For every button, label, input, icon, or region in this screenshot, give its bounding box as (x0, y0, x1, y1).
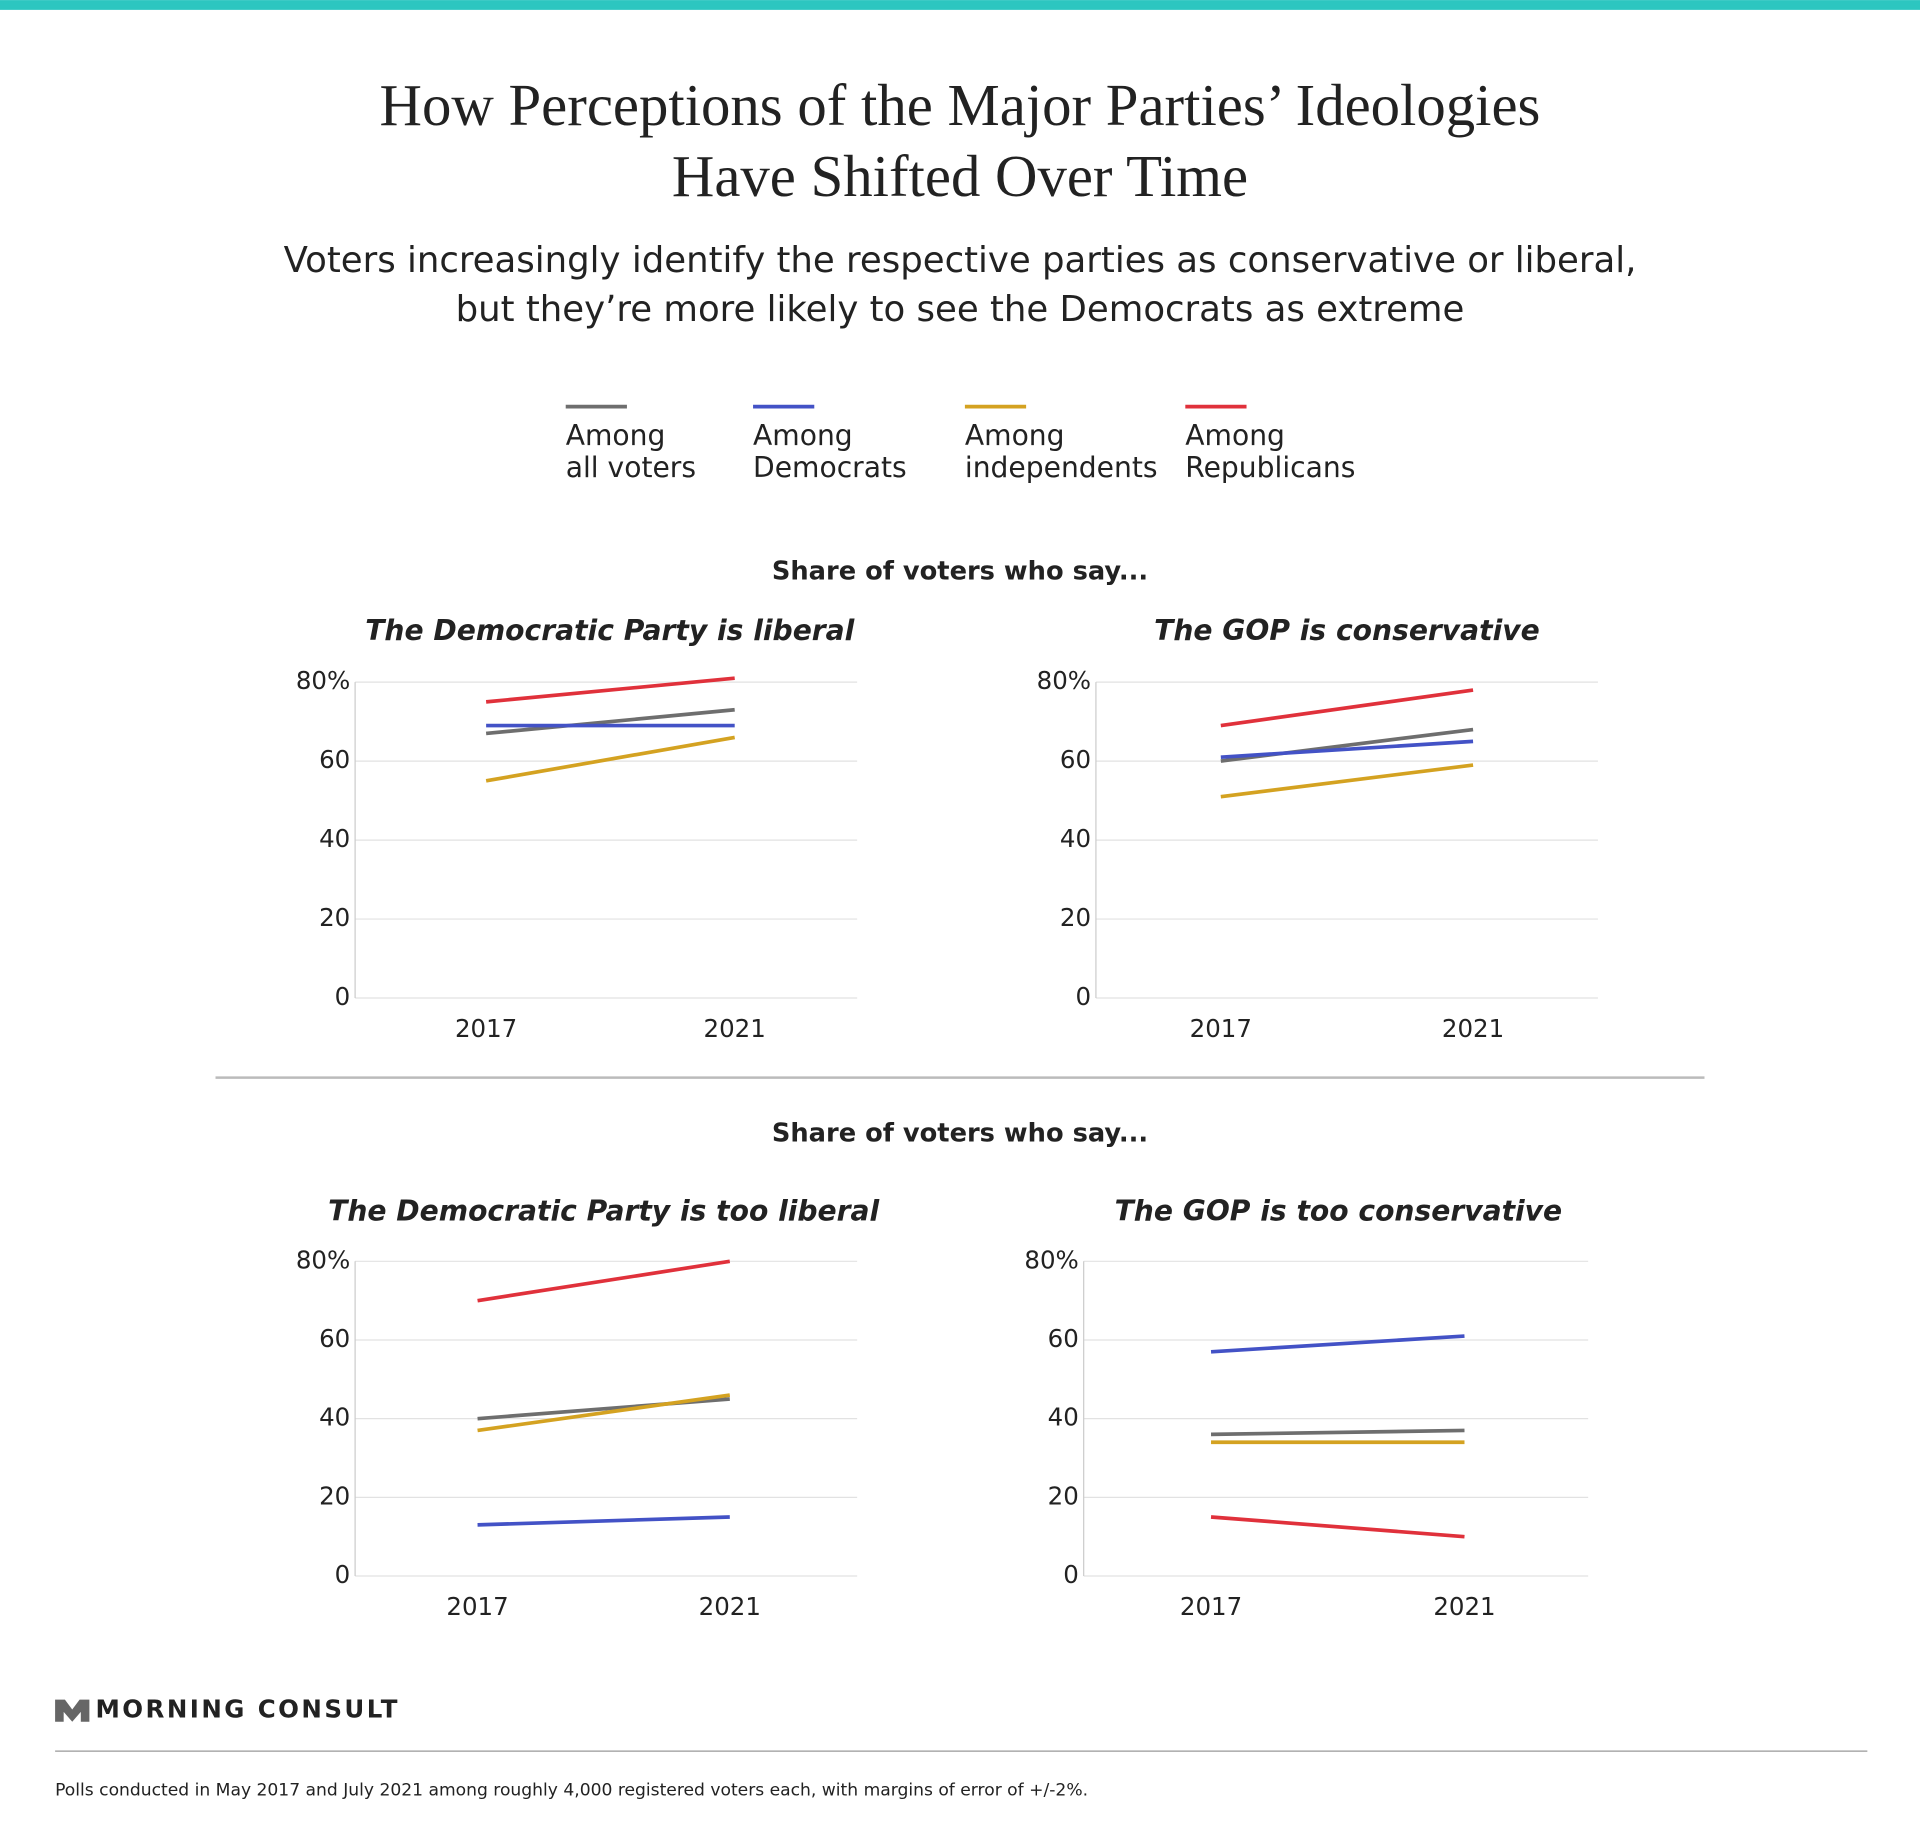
legend-label: Among (753, 419, 853, 452)
footnote: Polls conducted in May 2017 and July 202… (55, 1780, 1088, 1800)
y-tick-label: 20 (319, 1481, 350, 1510)
y-tick-label: 20 (1048, 1481, 1079, 1510)
y-tick-label: 20 (319, 903, 350, 932)
y-tick-label: 60 (319, 745, 350, 774)
chart-title: The Democratic Party is liberal (365, 614, 854, 647)
y-tick-label: 40 (319, 824, 350, 853)
series-line (485, 707, 735, 736)
x-tick-label: 2017 (455, 1014, 517, 1043)
logo (55, 1699, 90, 1722)
series-line (1220, 763, 1474, 799)
y-tick-label: 80% (296, 1245, 350, 1274)
y-tick-label: 0 (1075, 982, 1091, 1011)
x-tick-label: 2021 (1442, 1014, 1504, 1043)
section-heading: Share of voters who say... (772, 1118, 1148, 1148)
y-tick-label: 80% (1037, 666, 1091, 695)
top-bar (0, 0, 1920, 10)
y-tick-label: 0 (335, 982, 351, 1011)
series-line (477, 1259, 731, 1303)
brand: MORNING CONSULT (96, 1695, 400, 1724)
legend-label: independents (965, 451, 1158, 484)
legend-label: Among (965, 419, 1065, 452)
subtitle-line: but they’re more likely to see the Democ… (456, 289, 1465, 330)
series-line (1210, 1428, 1465, 1437)
y-tick-label: 40 (1048, 1403, 1079, 1432)
section-heading: Share of voters who say... (772, 556, 1148, 586)
x-tick-label: 2017 (1180, 1592, 1242, 1621)
series-line (1220, 739, 1474, 759)
y-tick-label: 20 (1060, 903, 1091, 932)
series-line (485, 735, 736, 783)
x-tick-label: 2021 (704, 1014, 766, 1043)
x-tick-label: 2021 (699, 1592, 761, 1621)
chart-title: The GOP is too conservative (1115, 1194, 1563, 1227)
y-tick-label: 0 (1063, 1560, 1079, 1589)
series-line (485, 676, 735, 704)
y-tick-label: 80% (1024, 1245, 1078, 1274)
y-tick-label: 40 (1060, 824, 1091, 853)
series-line (1210, 1334, 1465, 1354)
legend-label: Democrats (753, 451, 907, 484)
chart-title: The Democratic Party is too liberal (328, 1194, 879, 1227)
y-tick-label: 0 (335, 1560, 351, 1589)
series-line (477, 1393, 731, 1433)
x-tick-label: 2021 (1433, 1592, 1495, 1621)
title-line: How Perceptions of the Major Parties’ Id… (380, 73, 1541, 138)
y-tick-label: 60 (1060, 745, 1091, 774)
chart-title: The GOP is conservative (1154, 614, 1540, 647)
y-tick-label: 80% (296, 666, 350, 695)
x-tick-label: 2017 (1190, 1014, 1252, 1043)
series-line (1220, 688, 1474, 728)
legend-label: Among (566, 419, 666, 452)
legend-label: Among (1185, 419, 1285, 452)
series-line (477, 1515, 730, 1527)
y-tick-label: 60 (1048, 1324, 1079, 1353)
y-tick-label: 40 (319, 1403, 350, 1432)
subtitle-line: Voters increasingly identify the respect… (284, 240, 1637, 281)
x-tick-label: 2017 (446, 1592, 508, 1621)
series-line (1210, 1515, 1465, 1539)
legend-label: all voters (566, 451, 696, 484)
legend-label: Republicans (1185, 451, 1355, 484)
title-line: Have Shifted Over Time (672, 144, 1248, 209)
y-tick-label: 60 (319, 1324, 350, 1353)
